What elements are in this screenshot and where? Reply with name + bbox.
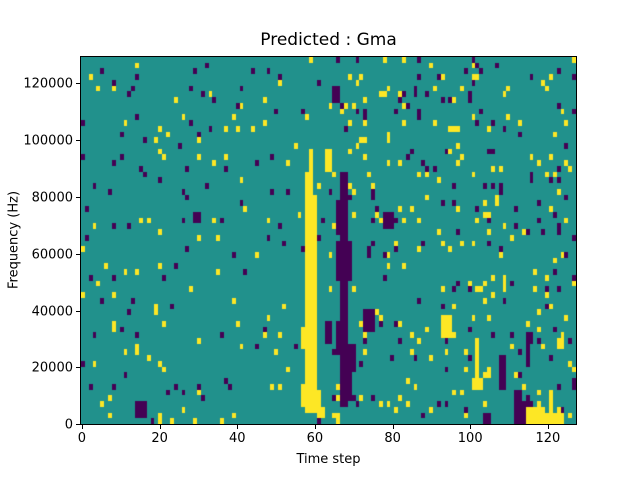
y-tick-label: 40000 [31, 304, 73, 319]
x-tick-label: 0 [77, 431, 87, 446]
x-tick-label: 120 [535, 431, 561, 446]
x-tick-mark [392, 425, 394, 429]
x-tick-mark [237, 425, 239, 429]
y-tick-mark [76, 310, 80, 312]
x-tick-mark [547, 425, 549, 429]
y-tick-mark [76, 424, 80, 425]
x-tick-mark [314, 425, 316, 429]
plot-title: Predicted : Gma [260, 30, 397, 50]
plot-area [80, 56, 577, 425]
x-tick-label: 20 [151, 431, 168, 446]
y-tick-label: 0 [64, 417, 73, 433]
y-tick-label: 80000 [31, 190, 73, 206]
x-tick-label: 100 [457, 431, 483, 446]
y-axis-label: Frequency (Hz) [6, 190, 22, 290]
x-axis-label: Time step [296, 452, 361, 467]
y-tick-label: 60000 [31, 247, 73, 263]
x-tick-label: 60 [306, 431, 324, 446]
y-tick-label: 120000 [23, 76, 73, 92]
y-tick-mark [76, 196, 80, 198]
y-tick-label: 100000 [23, 133, 73, 149]
x-tick-mark [159, 425, 161, 429]
x-tick-mark [81, 425, 83, 429]
y-tick-mark [76, 140, 80, 142]
heatmap-canvas [81, 57, 576, 424]
x-tick-mark [470, 425, 472, 429]
x-tick-label: 40 [229, 431, 246, 446]
y-tick-mark [76, 83, 80, 85]
y-tick-mark [76, 367, 80, 369]
y-tick-mark [76, 253, 80, 255]
y-tick-label: 20000 [31, 360, 73, 376]
x-tick-label: 80 [384, 431, 401, 446]
